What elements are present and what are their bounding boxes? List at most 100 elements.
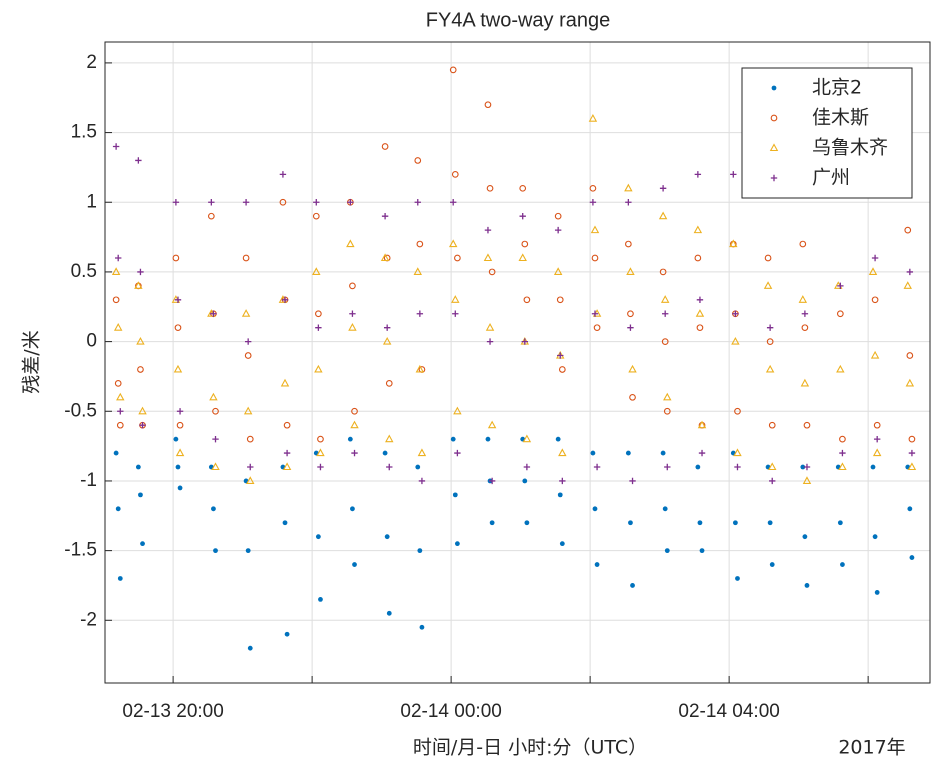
point	[138, 406, 147, 415]
point	[386, 610, 392, 616]
point	[385, 434, 394, 443]
point	[454, 254, 461, 262]
legend-box	[741, 67, 913, 199]
point	[871, 254, 879, 262]
point	[694, 171, 702, 178]
point	[485, 436, 491, 442]
x-axis-note: 2017年	[838, 737, 905, 759]
point	[382, 336, 392, 345]
point	[414, 199, 421, 206]
point	[873, 421, 881, 429]
point	[698, 449, 706, 457]
point	[242, 254, 250, 262]
point	[768, 421, 776, 429]
point	[135, 157, 142, 164]
point	[135, 464, 141, 470]
point	[114, 380, 122, 387]
legend-label: 北京2	[812, 77, 862, 99]
point	[523, 296, 531, 304]
point	[693, 225, 703, 234]
point	[909, 555, 915, 560]
point	[906, 352, 914, 359]
point	[765, 364, 775, 373]
point	[349, 282, 356, 290]
point	[802, 534, 808, 540]
point	[414, 157, 422, 164]
point	[804, 583, 810, 588]
point	[766, 324, 774, 331]
point	[521, 240, 529, 248]
point	[799, 240, 807, 248]
point	[117, 576, 123, 581]
point	[136, 336, 145, 345]
point	[697, 420, 707, 429]
point	[137, 366, 144, 373]
point	[172, 199, 180, 206]
point	[524, 520, 530, 526]
point	[174, 324, 182, 332]
point	[733, 448, 742, 457]
point	[349, 310, 356, 317]
point	[559, 477, 566, 485]
y-tick-label: 1.5	[71, 122, 97, 143]
point	[519, 212, 526, 220]
point	[627, 324, 634, 331]
point	[839, 435, 846, 443]
point	[212, 435, 219, 443]
point	[245, 548, 251, 554]
point	[317, 435, 324, 443]
point	[413, 267, 422, 275]
point	[312, 267, 321, 275]
point	[283, 449, 291, 457]
point	[489, 520, 495, 526]
point	[558, 366, 566, 373]
point	[134, 281, 143, 289]
point	[624, 183, 633, 192]
point	[316, 448, 325, 457]
point	[870, 350, 880, 359]
point	[838, 462, 847, 471]
point	[488, 268, 496, 276]
point	[417, 448, 427, 457]
point	[905, 378, 915, 387]
point	[279, 171, 287, 178]
point	[734, 407, 741, 415]
point	[283, 421, 291, 429]
point	[415, 364, 425, 373]
point	[694, 254, 702, 262]
point	[523, 463, 531, 471]
point	[593, 324, 601, 332]
point	[174, 296, 182, 303]
point	[521, 338, 528, 345]
point	[385, 380, 393, 387]
point	[211, 506, 216, 512]
point	[176, 408, 184, 415]
point	[554, 226, 562, 234]
point	[381, 143, 389, 150]
point	[518, 253, 527, 262]
point	[350, 506, 355, 512]
point	[735, 576, 740, 581]
point	[589, 184, 597, 192]
point	[803, 463, 811, 471]
point	[116, 392, 125, 401]
legend-marker	[770, 174, 778, 182]
point	[315, 324, 322, 331]
point	[594, 562, 600, 567]
point	[415, 464, 421, 470]
point	[350, 420, 359, 429]
point	[801, 324, 809, 332]
point	[630, 583, 635, 588]
point	[139, 422, 146, 429]
point	[559, 541, 565, 547]
y-tick-label: 2	[86, 52, 97, 73]
point	[280, 378, 290, 387]
point	[871, 296, 879, 304]
point	[628, 520, 633, 526]
point	[138, 492, 143, 498]
point	[173, 364, 183, 373]
x-tick-label: 02-14 00:00	[400, 701, 501, 722]
point	[837, 520, 843, 526]
